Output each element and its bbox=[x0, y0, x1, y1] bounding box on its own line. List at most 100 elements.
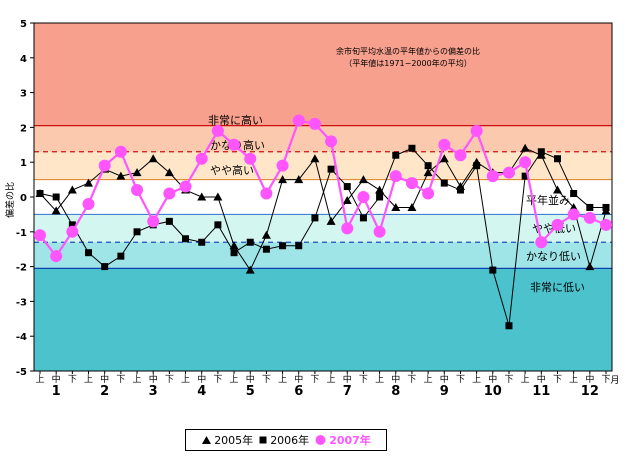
month-label: 3 bbox=[149, 384, 158, 399]
data-point bbox=[521, 172, 529, 180]
x-tick-label: 上 bbox=[327, 374, 336, 385]
data-point bbox=[552, 185, 562, 194]
month-label: 5 bbox=[246, 384, 255, 399]
data-point bbox=[230, 249, 238, 257]
band-0 bbox=[34, 23, 612, 126]
data-point bbox=[82, 197, 95, 210]
x-tick-label: 中 bbox=[246, 373, 255, 385]
month-label: 12 bbox=[581, 384, 599, 399]
chart-subtitle: （平年値は1971−2000年の平均） bbox=[344, 58, 471, 68]
data-point bbox=[502, 166, 515, 179]
data-point bbox=[438, 138, 451, 151]
data-point bbox=[67, 185, 77, 194]
data-point bbox=[454, 149, 467, 162]
data-point bbox=[535, 236, 548, 249]
x-tick-label: 上 bbox=[133, 374, 142, 385]
data-point bbox=[489, 266, 497, 274]
data-point bbox=[148, 154, 158, 163]
series-line bbox=[39, 147, 606, 326]
data-point bbox=[229, 241, 239, 250]
data-point bbox=[262, 245, 270, 253]
y-tick-label: 1 bbox=[20, 158, 27, 169]
band-label-2: やや高い bbox=[210, 163, 254, 177]
data-point bbox=[553, 155, 561, 163]
x-tick-label: 上 bbox=[278, 374, 287, 385]
y-tick-label: -1 bbox=[16, 228, 27, 239]
data-point bbox=[163, 187, 176, 200]
x-tick-label: 中 bbox=[343, 373, 352, 385]
circle-marker-icon bbox=[315, 435, 326, 445]
band-1 bbox=[34, 125, 612, 152]
month-label: 1 bbox=[52, 384, 61, 399]
month-label: 8 bbox=[391, 384, 400, 399]
month-label: 10 bbox=[484, 384, 502, 399]
square-marker-icon bbox=[259, 436, 267, 444]
background-bands bbox=[34, 23, 612, 371]
data-point bbox=[214, 221, 222, 229]
data-point bbox=[51, 206, 61, 215]
data-point bbox=[132, 168, 142, 177]
month-label: 6 bbox=[294, 384, 303, 399]
data-point bbox=[326, 216, 336, 225]
x-tick-label: 上 bbox=[424, 374, 433, 385]
band-4 bbox=[34, 214, 612, 243]
x-tick-label: 下 bbox=[359, 375, 368, 385]
data-point bbox=[423, 168, 433, 177]
data-point bbox=[359, 214, 367, 222]
y-tick-label: 4 bbox=[20, 54, 27, 65]
data-point bbox=[101, 263, 109, 271]
data-point bbox=[50, 250, 63, 263]
data-point bbox=[602, 203, 610, 211]
data-point bbox=[228, 138, 241, 151]
y-tick-label: -5 bbox=[16, 367, 27, 378]
x-tick-label: 下 bbox=[262, 375, 271, 385]
data-point bbox=[182, 235, 190, 243]
data-point bbox=[117, 252, 125, 260]
data-point bbox=[439, 154, 449, 163]
band-label-0: 非常に高い bbox=[208, 113, 263, 127]
x-tick-label: 中 bbox=[197, 373, 206, 385]
y-tick-label: 0 bbox=[20, 193, 27, 204]
data-point bbox=[261, 230, 271, 239]
data-point bbox=[245, 265, 255, 274]
legend-label-2007: 2007年 bbox=[329, 434, 371, 447]
data-point bbox=[585, 262, 595, 271]
data-point bbox=[389, 170, 402, 183]
data-point bbox=[52, 193, 60, 201]
data-point bbox=[310, 154, 320, 163]
data-point bbox=[195, 152, 208, 165]
month-label: 2 bbox=[100, 384, 109, 399]
y-tick-label: -2 bbox=[16, 263, 27, 274]
x-tick-label: 上 bbox=[35, 374, 44, 385]
series bbox=[34, 114, 612, 330]
data-point bbox=[327, 165, 335, 173]
x-tick-label: 中 bbox=[100, 373, 109, 385]
data-point bbox=[98, 159, 111, 172]
data-point bbox=[567, 208, 580, 221]
band-6 bbox=[34, 268, 612, 371]
month-label: 7 bbox=[343, 384, 352, 399]
data-point bbox=[422, 187, 435, 200]
x-tick-label: 下 bbox=[601, 375, 610, 385]
band-3 bbox=[34, 179, 612, 215]
x-tick-label: 下 bbox=[213, 375, 222, 385]
data-point bbox=[456, 186, 464, 194]
legend-label-2005: 2005年 bbox=[214, 434, 254, 447]
x-tick-label: 上 bbox=[375, 374, 384, 385]
data-point bbox=[520, 143, 530, 152]
data-point bbox=[551, 218, 564, 231]
x-tick-label: 上 bbox=[472, 374, 481, 385]
data-point bbox=[486, 170, 499, 183]
band-label-5: かなり低い bbox=[526, 250, 581, 263]
data-point bbox=[342, 195, 352, 204]
data-point bbox=[116, 171, 126, 180]
data-point bbox=[470, 124, 483, 137]
legend-label-2006: 2006年 bbox=[270, 434, 310, 447]
x-tick-label: 中 bbox=[52, 373, 61, 385]
data-point bbox=[376, 193, 384, 201]
data-point bbox=[84, 178, 94, 187]
data-point bbox=[343, 183, 351, 191]
data-point bbox=[131, 184, 144, 197]
data-point bbox=[311, 214, 319, 222]
